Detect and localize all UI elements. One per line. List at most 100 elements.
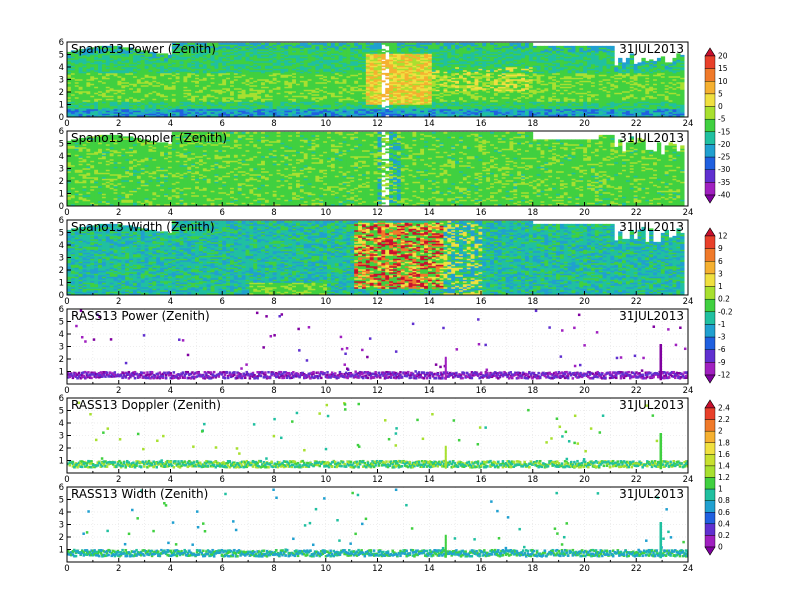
heatmap-cell bbox=[292, 101, 297, 104]
heatmap-cell bbox=[396, 50, 402, 53]
heatmap-cell bbox=[462, 48, 468, 51]
heatmap-cell bbox=[214, 48, 219, 51]
heatmap-cell bbox=[319, 50, 324, 53]
heatmap-cell bbox=[427, 66, 433, 69]
heatmap-cell bbox=[249, 99, 254, 102]
heatmap-cell bbox=[218, 101, 223, 104]
heatmap-cell bbox=[334, 113, 340, 116]
heatmap-cell bbox=[276, 92, 281, 95]
heatmap-cell bbox=[323, 65, 328, 68]
heatmap-cell bbox=[183, 96, 188, 99]
heatmap-cell bbox=[148, 74, 153, 77]
heatmap-cell bbox=[210, 69, 215, 72]
heatmap-cell bbox=[148, 93, 153, 96]
heatmap-cell bbox=[101, 89, 107, 92]
heatmap-cell bbox=[261, 111, 266, 114]
heatmap-cell bbox=[222, 68, 227, 71]
heatmap-cell bbox=[86, 71, 91, 74]
heatmap-cell bbox=[354, 63, 359, 66]
heatmap-cell bbox=[451, 83, 456, 86]
heatmap-cell bbox=[295, 105, 301, 108]
heatmap-cell bbox=[350, 66, 355, 69]
heatmap-cell bbox=[261, 59, 266, 62]
heatmap-cell bbox=[191, 53, 196, 56]
heatmap-cell bbox=[373, 92, 378, 95]
heatmap-cell bbox=[455, 96, 460, 99]
heatmap-cell bbox=[311, 72, 316, 75]
heatmap-cell bbox=[226, 110, 231, 113]
heatmap-cell bbox=[218, 57, 223, 60]
heatmap-cell bbox=[187, 44, 192, 47]
heatmap-cell bbox=[284, 86, 289, 89]
heatmap-cell bbox=[435, 45, 440, 48]
heatmap-cell bbox=[292, 84, 297, 87]
heatmap-cell bbox=[253, 63, 258, 66]
heatmap-cell bbox=[373, 72, 378, 75]
heatmap-cell bbox=[218, 75, 223, 78]
heatmap-cell bbox=[175, 72, 180, 75]
heatmap-cell bbox=[70, 72, 76, 75]
heatmap-cell bbox=[420, 84, 425, 87]
heatmap-cell bbox=[350, 60, 355, 63]
heatmap-cell bbox=[377, 44, 382, 47]
heatmap-cell bbox=[431, 57, 437, 60]
heatmap-cell bbox=[327, 80, 332, 83]
heatmap-cell bbox=[451, 111, 456, 114]
heatmap-cell bbox=[226, 63, 231, 66]
heatmap-cell bbox=[459, 56, 464, 59]
heatmap-cell bbox=[447, 54, 452, 57]
heatmap-cell bbox=[447, 65, 452, 68]
heatmap-cell bbox=[373, 71, 378, 74]
heatmap-cell bbox=[98, 75, 103, 78]
heatmap-cell bbox=[443, 92, 448, 95]
heatmap-cell bbox=[272, 60, 277, 63]
heatmap-cell bbox=[361, 89, 367, 92]
heatmap-cell bbox=[129, 104, 134, 107]
heatmap-cell bbox=[307, 84, 312, 87]
heatmap-cell bbox=[292, 75, 297, 78]
heatmap-cell bbox=[327, 59, 332, 62]
heatmap-cell bbox=[338, 57, 343, 60]
heatmap-cell bbox=[412, 90, 417, 93]
heatmap-cell bbox=[424, 45, 429, 48]
heatmap-cell bbox=[393, 51, 398, 54]
heatmap-cell bbox=[237, 56, 243, 59]
heatmap-cell bbox=[245, 87, 250, 90]
heatmap-cell bbox=[67, 66, 72, 69]
heatmap-cell bbox=[443, 57, 448, 60]
heatmap-cell bbox=[94, 102, 99, 105]
heatmap-cell bbox=[94, 111, 99, 114]
heatmap-cell bbox=[206, 111, 212, 114]
heatmap-cell bbox=[261, 81, 266, 84]
heatmap-cell bbox=[311, 90, 316, 93]
heatmap-cell bbox=[98, 53, 103, 56]
heatmap-cell bbox=[369, 65, 375, 68]
heatmap-cell bbox=[191, 75, 196, 78]
heatmap-cell bbox=[264, 54, 270, 57]
heatmap-cell bbox=[455, 62, 460, 65]
heatmap-cell bbox=[125, 92, 130, 95]
heatmap-cell bbox=[90, 111, 95, 114]
heatmap-cell bbox=[470, 42, 475, 45]
heatmap-cell bbox=[268, 62, 274, 65]
heatmap-cell bbox=[261, 113, 266, 116]
heatmap-cell bbox=[237, 53, 243, 56]
heatmap-cell bbox=[404, 74, 409, 77]
heatmap-cell bbox=[101, 60, 107, 63]
heatmap-cell bbox=[361, 87, 367, 90]
heatmap-cell bbox=[338, 69, 343, 72]
heatmap-cell bbox=[459, 92, 464, 95]
heatmap-cell bbox=[443, 68, 448, 71]
heatmap-cell bbox=[404, 80, 409, 83]
heatmap-cell bbox=[214, 84, 219, 87]
heatmap-cell bbox=[455, 114, 460, 117]
heatmap-cell bbox=[377, 59, 382, 62]
heatmap-cell bbox=[261, 50, 266, 53]
heatmap-cell bbox=[303, 114, 309, 117]
heatmap-cell bbox=[466, 59, 472, 62]
heatmap-cell bbox=[319, 98, 324, 101]
heatmap-cell bbox=[303, 51, 309, 54]
heatmap-cell bbox=[148, 110, 153, 113]
heatmap-cell bbox=[98, 105, 103, 108]
heatmap-cell bbox=[346, 95, 351, 98]
